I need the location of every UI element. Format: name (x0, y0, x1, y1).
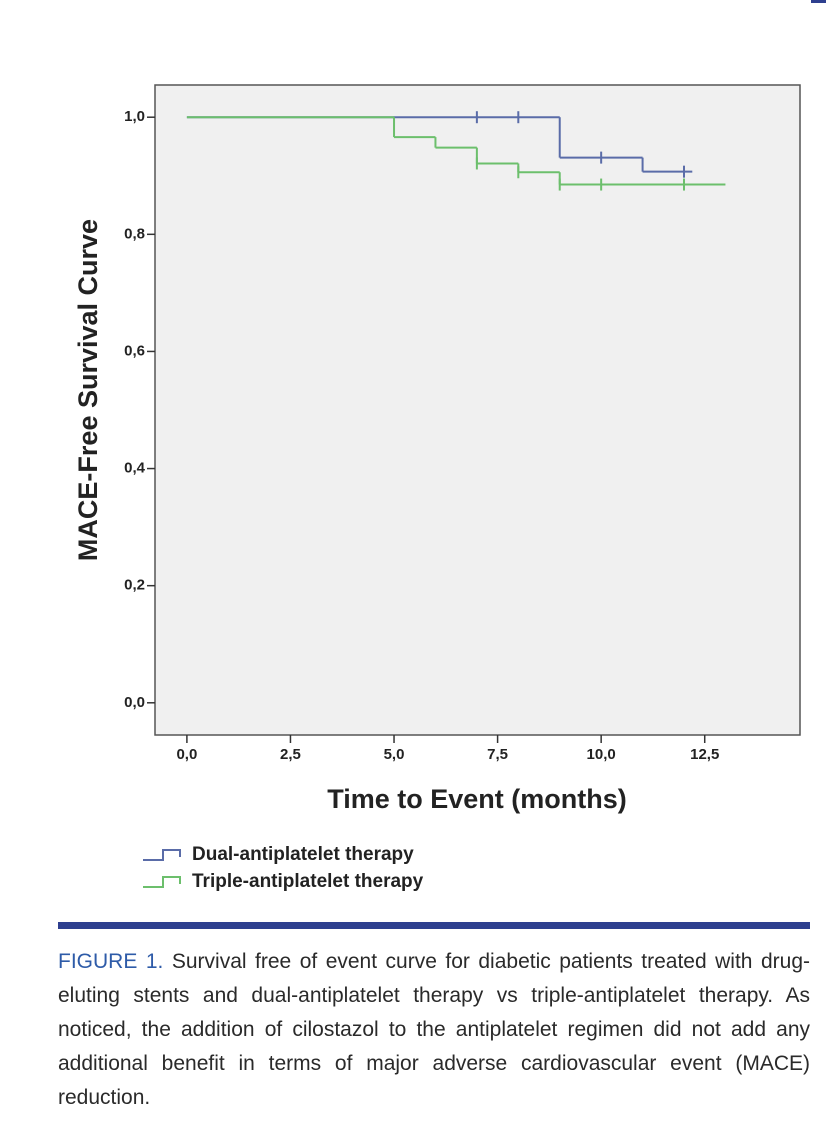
x-tick-label: 5,0 (384, 746, 405, 763)
y-tick-label: 0,0 (124, 694, 145, 711)
legend-icon (143, 849, 181, 861)
caption-label: FIGURE 1. (58, 950, 164, 973)
caption-text: Survival free of event curve for diabeti… (58, 950, 810, 1109)
x-tick-label: 2,5 (280, 746, 301, 763)
y-tick-label: 0,8 (124, 225, 145, 242)
corner-mark (811, 0, 826, 3)
caption: FIGURE 1. Survival free of event curve f… (58, 945, 810, 1115)
x-tick-label: 10,0 (587, 746, 616, 763)
legend-label: Triple-antiplatelet therapy (192, 871, 424, 892)
plot-area (154, 84, 801, 736)
x-tick-label: 7,5 (487, 746, 508, 763)
y-tick-label: 0,4 (124, 460, 146, 477)
y-axis-title: MACE-Free Survival Curve (73, 219, 103, 561)
x-tick-label: 0,0 (176, 746, 197, 763)
separator (58, 922, 810, 929)
x-axis-title: Time to Event (months) (327, 784, 627, 814)
y-tick-label: 0,6 (124, 342, 145, 359)
chart: MACE-Free Survival Curve Time to Event (… (73, 0, 826, 892)
y-tick-label: 1,0 (124, 108, 145, 125)
legend-icon (143, 876, 181, 888)
legend-label: Dual-antiplatelet therapy (192, 844, 414, 865)
x-tick-label: 12,5 (690, 746, 719, 763)
y-tick-label: 0,2 (124, 577, 145, 594)
